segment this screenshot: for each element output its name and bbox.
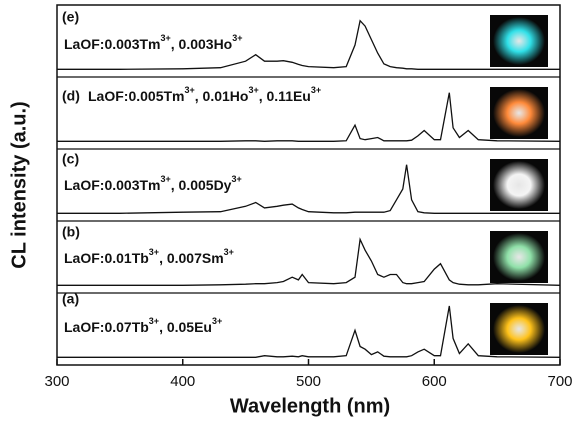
label-text: , 0.007Sm	[159, 250, 224, 266]
label-superscript: 3+	[224, 247, 234, 257]
x-tick-label: 700	[547, 373, 572, 390]
x-tick-label: 600	[422, 373, 447, 390]
label-text: LaOF:0.003Tm	[64, 177, 160, 193]
inset-glow	[493, 305, 545, 353]
label-superscript: 3+	[149, 247, 159, 257]
label-text: LaOF:0.01Tb	[64, 250, 149, 266]
panel-tag: (b)	[62, 224, 80, 240]
label-superscript: 3+	[212, 316, 222, 326]
x-tick-label: 500	[296, 373, 321, 390]
spectrum-line	[57, 237, 561, 286]
inset-glow	[493, 161, 545, 209]
label-text: , 0.11Eu	[259, 88, 311, 104]
label-superscript: 3+	[184, 85, 194, 95]
spectrum-line	[57, 92, 561, 142]
label-superscript: 3+	[149, 316, 159, 326]
panel-label: LaOF:0.005Tm3+, 0.01Ho3+, 0.11Eu3+	[88, 85, 321, 103]
label-superscript: 3+	[232, 33, 242, 43]
inset-glow	[493, 17, 545, 65]
panel-label: LaOF:0.07Tb3+, 0.05Eu3+	[64, 316, 222, 334]
inset-glow	[493, 233, 545, 281]
x-tick-label: 400	[170, 373, 195, 390]
panel-tag: (c)	[62, 151, 79, 167]
spectrum-line	[57, 305, 561, 358]
label-text: , 0.005Dy	[171, 177, 232, 193]
panel-tag: (e)	[62, 9, 79, 25]
spectrum-line	[57, 164, 560, 214]
x-axis-label: Wavelength (nm)	[230, 395, 390, 417]
label-text: , 0.05Eu	[159, 319, 212, 335]
label-superscript: 3+	[248, 85, 258, 95]
y-axis-label: CL intensity (a.u.)	[8, 101, 30, 268]
x-tick-label: 300	[44, 373, 69, 390]
panel-tag: (a)	[62, 291, 79, 307]
label-text: , 0.01Ho	[195, 88, 249, 104]
label-text: LaOF:0.005Tm	[88, 88, 184, 104]
panel-tag: (d)	[62, 88, 80, 104]
panel-label: LaOF:0.003Tm3+, 0.005Dy3+	[64, 174, 242, 192]
label-superscript: 3+	[231, 174, 241, 184]
label-superscript: 3+	[160, 33, 170, 43]
label-superscript: 3+	[311, 85, 321, 95]
inset-glow	[493, 89, 545, 137]
spectrum-line	[57, 19, 560, 70]
label-text: , 0.003Ho	[171, 36, 232, 52]
label-text: LaOF:0.003Tm	[64, 36, 160, 52]
label-text: LaOF:0.07Tb	[64, 319, 149, 335]
panel-label: LaOF:0.003Tm3+, 0.003Ho3+	[64, 33, 243, 51]
panel-label: LaOF:0.01Tb3+, 0.007Sm3+	[64, 247, 234, 265]
label-superscript: 3+	[160, 174, 170, 184]
